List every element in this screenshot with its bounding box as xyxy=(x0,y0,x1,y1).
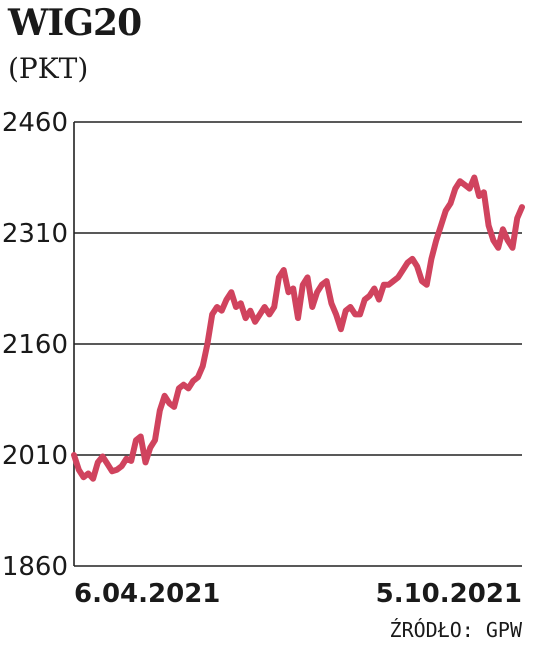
y-tick-label: 2460 xyxy=(2,108,68,138)
y-tick-label: 2160 xyxy=(2,330,68,360)
y-tick-label: 2010 xyxy=(2,441,68,471)
x-tick-label: 6.04.2021 xyxy=(74,579,220,609)
x-tick-label: 5.10.2021 xyxy=(376,579,522,609)
chart-unit: (PKT) xyxy=(8,52,89,85)
source-note: ŹRÓDŁO: GPW xyxy=(389,618,522,642)
y-tick-label: 2310 xyxy=(2,219,68,249)
y-tick-label: 1860 xyxy=(2,552,68,582)
series-line xyxy=(71,174,525,482)
chart-title: WIG20 xyxy=(8,2,142,44)
